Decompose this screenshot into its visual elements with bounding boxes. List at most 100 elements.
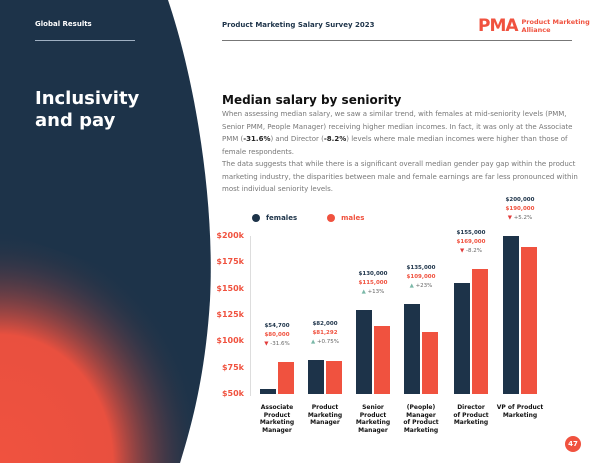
triangle-down-icon: ▼ — [460, 247, 466, 254]
bar-males — [278, 362, 294, 394]
data-annotation: $135,000 $109,000 ▲ +23% — [391, 264, 451, 291]
label-diff: ▼ -31.6% — [247, 340, 307, 349]
category-line: Director — [457, 404, 485, 411]
pma-logo: PMA Product Marketing Alliance — [478, 16, 590, 36]
label-females: $54,700 — [264, 323, 290, 330]
label-diff: ▲ +13% — [343, 288, 403, 297]
category-line: Marketing — [259, 419, 295, 426]
category-line: of Product — [403, 419, 439, 426]
label-males: $115,000 — [358, 279, 388, 286]
divider — [222, 40, 572, 41]
label-females: $130,000 — [358, 270, 388, 277]
triangle-down-icon: ▼ — [264, 341, 271, 348]
category-line: Marketing — [355, 419, 391, 426]
label-females: $82,000 — [312, 321, 338, 328]
highlight: -8.2% — [323, 135, 347, 143]
data-annotation: $82,000 $81,292 ▲ +0.75% — [295, 320, 355, 347]
x-category-label: Associate Product Marketing Manager — [251, 404, 303, 434]
highlight: -31.6% — [243, 135, 271, 143]
label-diff: ▼ -8.2% — [441, 247, 501, 256]
data-annotation: $130,000 $115,000 ▲ +13% — [343, 270, 403, 297]
diff-value: -31.6% — [270, 341, 290, 348]
section-label: Global Results — [35, 20, 92, 28]
category-line: Marketing — [453, 419, 489, 426]
section-heading: Median salary by seniority — [222, 93, 402, 107]
bar-females — [503, 236, 519, 394]
bar-males — [326, 361, 342, 394]
logo-text-2: Alliance — [521, 26, 551, 34]
y-tick-label: $200k — [216, 231, 244, 240]
bar-males — [374, 325, 390, 394]
diff-value: +0.75% — [316, 339, 340, 346]
category-line: Product — [311, 404, 339, 411]
y-axis-line — [250, 236, 251, 396]
x-category-label: VP of Product Marketing — [494, 404, 546, 419]
y-tick-label: $100k — [216, 336, 244, 346]
y-tick-label: $175k — [216, 257, 244, 267]
divider — [35, 40, 135, 41]
legend-males: males — [327, 214, 364, 222]
category-line: Marketing — [307, 411, 343, 419]
chart-legend: females males — [252, 214, 364, 222]
bar-females — [308, 360, 324, 394]
label-males: $81,292 — [312, 330, 338, 337]
bar-females — [404, 304, 420, 394]
label-diff: ▼ +5.2% — [490, 214, 550, 223]
paragraph-2: The data suggests that while there is a … — [222, 160, 578, 193]
diff-value: +5.2% — [513, 215, 533, 221]
bar-males — [422, 331, 438, 394]
label-females: $200,000 — [505, 197, 535, 203]
label-males: $109,000 — [406, 274, 436, 281]
diff-value: -8.2% — [466, 247, 482, 254]
sidebar-title: Inclusivity and pay — [35, 88, 140, 131]
bar-females — [454, 283, 470, 394]
text: When assessing median salary, we saw a s… — [222, 110, 573, 143]
category-line: Marketing — [502, 411, 538, 419]
diff-value: +23% — [415, 283, 433, 290]
data-annotation: $200,000 $190,000 ▼ +5.2% — [490, 196, 550, 223]
category-line: Marketing — [403, 426, 439, 434]
label-males: $169,000 — [456, 238, 486, 245]
legend-dot-icon — [327, 214, 336, 222]
x-category-label: Director of Product Marketing — [445, 404, 497, 427]
category-line: VP of Product — [496, 404, 544, 411]
category-line: Manager — [262, 426, 292, 434]
diff-value: +13% — [367, 288, 385, 295]
y-tick-label: $150k — [216, 283, 244, 293]
category-line: Product — [263, 411, 291, 419]
label-diff: ▲ +0.75% — [295, 338, 355, 347]
x-category-label: Product Marketing Manager — [299, 404, 351, 427]
data-annotation: $155,000 $169,000 ▼ -8.2% — [441, 229, 501, 256]
x-category-label: (People) Manager of Product Marketing — [395, 404, 447, 434]
category-line: Senior — [362, 404, 384, 411]
page-number: 47 — [565, 436, 581, 452]
label-males: $190,000 — [505, 206, 535, 212]
category-line: Manager — [358, 426, 388, 434]
category-line: (People) — [406, 404, 436, 411]
label-males: $80,000 — [264, 332, 290, 339]
bar-males — [472, 268, 488, 394]
text: ) and Director ( — [270, 135, 324, 143]
bar-females — [260, 389, 276, 394]
report-title: Product Marketing Salary Survey 2023 — [222, 21, 375, 29]
category-line: Manager — [310, 419, 340, 426]
bar-females — [356, 309, 372, 394]
label-diff: ▲ +23% — [391, 282, 451, 291]
logo-text-1: Product Marketing — [521, 18, 590, 26]
bar-males — [521, 246, 537, 394]
category-line: of Product — [453, 411, 489, 419]
triangle-down-icon: ▼ — [507, 215, 514, 221]
y-tick-label: $125k — [216, 310, 244, 319]
x-category-label: Senior Product Marketing Manager — [347, 404, 399, 434]
legend-dot-icon — [252, 214, 260, 222]
data-annotation: $54,700 $80,000 ▼ -31.6% — [247, 322, 307, 349]
category-line: Associate — [260, 404, 294, 411]
label-females: $155,000 — [456, 229, 486, 236]
text: ) levels where male median incomes were … — [222, 135, 568, 156]
y-tick-label: $75k — [221, 362, 244, 372]
label-females: $135,000 — [406, 265, 436, 272]
y-tick-label: $50k — [221, 389, 244, 398]
category-line: Manager — [406, 411, 436, 419]
triangle-up-icon: ▲ — [409, 283, 416, 290]
